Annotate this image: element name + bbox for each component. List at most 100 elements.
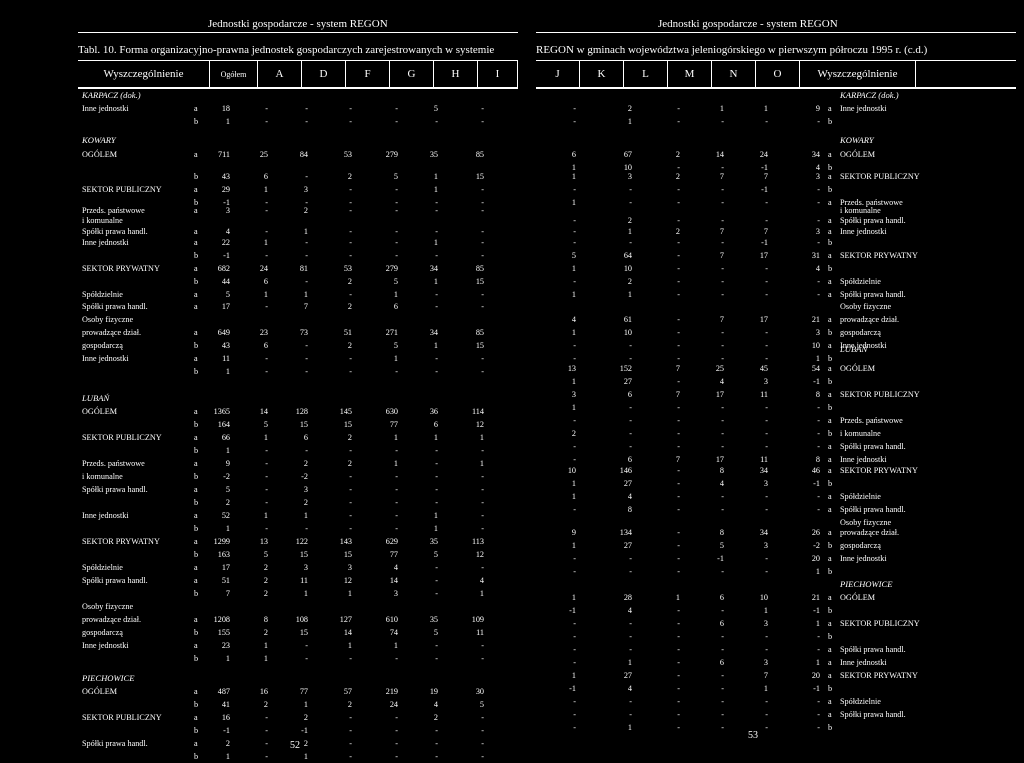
cell-value: 2	[263, 700, 268, 709]
cell-value: 6	[433, 420, 438, 429]
row-ab-marker: b	[828, 238, 833, 247]
cell-value: -	[817, 403, 820, 412]
cell-value: -	[481, 185, 484, 194]
cell-value: 17	[759, 315, 768, 324]
cell-value: -	[435, 576, 438, 585]
cell-value: 1	[347, 589, 352, 598]
cell-value: 7	[225, 589, 230, 598]
row-label: Inne jednostki	[840, 104, 887, 113]
row-label: i komunalne	[840, 429, 881, 438]
cell-value: -1	[569, 684, 576, 693]
cell-value: 1	[303, 752, 308, 761]
cell-value: -	[395, 446, 398, 455]
cell-value: 9	[815, 104, 820, 113]
cell-value: -	[305, 641, 308, 650]
cell-value: -	[765, 492, 768, 501]
table-row: b 44 6 - 2 5 1 15	[0, 275, 520, 288]
cell-value: 53	[343, 264, 352, 273]
cell-value: -	[765, 354, 768, 363]
cell-value: 24	[759, 150, 768, 159]
cell-value: 73	[299, 328, 308, 337]
cell-value: -	[677, 619, 680, 628]
row-ab-marker: b	[194, 752, 199, 761]
table-row: -8- - - - a Spółki prawa handl.	[528, 503, 1024, 516]
row-ab-marker: b	[194, 589, 199, 598]
row-ab-marker: b	[828, 479, 833, 488]
row-ab-marker: a	[194, 739, 198, 748]
table-row: 1 27 - 5 3 -2 b gospodarczą	[528, 539, 1024, 552]
cell-value: 16	[259, 687, 268, 696]
table-row: - - - - - - a Spółki prawa handl.	[528, 440, 1024, 453]
cell-value: -	[765, 264, 768, 273]
cell-value: 25	[715, 364, 724, 373]
cell-value: 6	[263, 341, 268, 350]
cell-value: -1	[569, 606, 576, 615]
cell-value: -	[573, 277, 576, 286]
cell-value: -	[765, 416, 768, 425]
cell-value: -	[629, 697, 632, 706]
cell-value: -	[721, 505, 724, 514]
row-ab-marker: b	[194, 472, 199, 481]
cell-value: 2	[303, 739, 308, 748]
cell-value: -	[481, 446, 484, 455]
cell-value: -	[629, 632, 632, 641]
cell-value: 15	[475, 277, 484, 286]
cell-value: 2	[675, 150, 680, 159]
cell-value: -	[677, 238, 680, 247]
row-label: Inne jednostki	[82, 511, 129, 520]
cell-value: -	[629, 429, 632, 438]
row-ab-marker: a	[828, 216, 832, 225]
cell-value: -	[765, 632, 768, 641]
cell-value: -	[677, 264, 680, 273]
table-row: OGÓLEM a 1365 14 128 145 630 36 114	[0, 405, 520, 418]
cell-value: -	[349, 654, 352, 663]
cell-value: -	[677, 466, 680, 475]
cell-value: 5	[479, 700, 484, 709]
cell-value: -	[573, 554, 576, 563]
cell-value: 1	[263, 290, 268, 299]
cell-value: -	[677, 341, 680, 350]
cell-value: -	[629, 567, 632, 576]
table-row: SEKTOR PRYWATNY a 682 24 81 53 279 34 85	[0, 262, 520, 275]
row-ab-marker: a	[828, 710, 832, 719]
table-row: - - - - - - a Spółki prawa handl.	[528, 643, 1024, 656]
cell-value: -	[481, 713, 484, 722]
cell-value: -2	[813, 541, 820, 550]
cell-value: 17	[759, 251, 768, 260]
cell-value: 26	[811, 528, 820, 537]
cell-value: -	[435, 117, 438, 126]
cell-value: -	[721, 290, 724, 299]
table-row: 10 146 - 8 34 46 a SEKTOR PRYWATNY	[528, 464, 1024, 477]
row-label: gospodarczą	[840, 328, 881, 337]
cell-value: 219	[385, 687, 398, 696]
cell-value: -	[677, 632, 680, 641]
cell-value: -	[573, 117, 576, 126]
row-ab-marker: b	[828, 723, 833, 732]
cell-value: -	[481, 227, 484, 236]
cell-value: -	[265, 739, 268, 748]
cell-value: 2	[263, 628, 268, 637]
cell-value: -	[435, 198, 438, 207]
cell-value: -	[573, 416, 576, 425]
column-header: Wyszczególnienie	[78, 61, 210, 87]
cell-value: -	[721, 632, 724, 641]
cell-value: 53	[343, 150, 352, 159]
table-row: 1 28 1 6 10 21 a OGÓLEM	[528, 591, 1024, 604]
cell-value: 23	[259, 328, 268, 337]
cell-value: -	[721, 185, 724, 194]
table-row: - - - - - - a Spółki prawa handl.	[528, 708, 1024, 721]
cell-value: 1	[571, 403, 576, 412]
row-ab-marker: a	[828, 492, 832, 501]
cell-value: 1	[571, 593, 576, 602]
cell-value: -	[677, 684, 680, 693]
cell-value: 15	[299, 420, 308, 429]
table-row: 1 27 - 4 3 -1 b	[528, 477, 1024, 490]
cell-value: -	[765, 277, 768, 286]
cell-value: -	[395, 654, 398, 663]
row-ab-marker: b	[828, 632, 833, 641]
row-label: Spółki prawa handl.	[82, 576, 148, 585]
cell-value: -	[481, 472, 484, 481]
table-row: 3 6 7 17 11 8 a SEKTOR PUBLICZNY	[528, 388, 1024, 401]
cell-value: 5	[225, 290, 230, 299]
